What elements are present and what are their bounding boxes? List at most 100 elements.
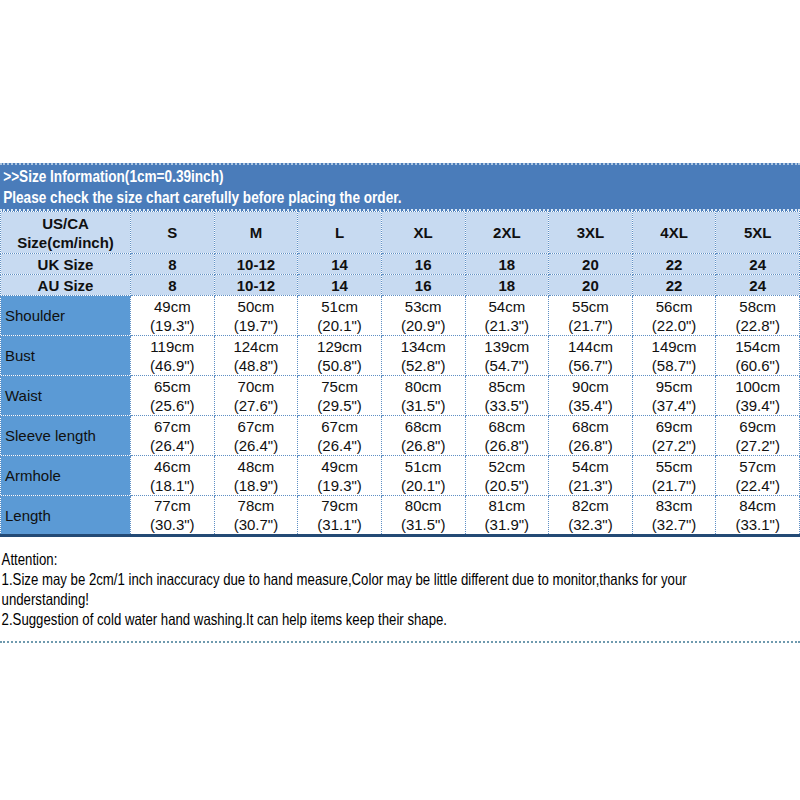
measurement-row: Shoulder49cm(19.3")50cm(19.7")51cm(20.1"… [1,296,800,336]
size-row-value: 20 [549,254,633,275]
value-cm: 67cm [215,417,298,436]
value-cm: 124cm [215,337,298,356]
value-cm: 154cm [716,337,799,356]
measurement-value-cell: 83cm(32.7") [632,496,716,536]
measurement-value-cell: 68cm(26.8") [549,416,633,456]
value-inch: (58.7") [633,356,716,375]
value-cm: 80cm [382,377,465,396]
size-row-value: 22 [632,275,716,296]
size-row-value: 14 [298,254,382,275]
value-cm: 50cm [215,297,298,316]
value-cm: 51cm [382,457,465,476]
measurement-value-cell: 65cm(25.6") [131,376,215,416]
measurement-value-cell: 119cm(46.9") [131,336,215,376]
size-row-label: UK Size [1,254,131,275]
attention-text: Attention: 1.Size may be 2cm/1 inch inac… [0,549,800,629]
measurement-value-cell: 69cm(27.2") [716,416,800,456]
measurement-value-cell: 67cm(26.4") [214,416,298,456]
value-inch: (20.9") [382,316,465,335]
value-cm: 68cm [382,417,465,436]
value-cm: 75cm [298,377,381,396]
size-row-value: 18 [465,254,549,275]
measurement-value-cell: 144cm(56.7") [549,336,633,376]
measurement-value-cell: 80cm(31.5") [381,376,465,416]
value-inch: (26.8") [466,436,549,455]
measurement-value-cell: 52cm(20.5") [465,456,549,496]
measurement-value-cell: 100cm(39.4") [716,376,800,416]
value-cm: 90cm [549,377,632,396]
measurement-row: Bust119cm(46.9")124cm(48.8")129cm(50.8")… [1,336,800,376]
size-column-header: S [131,212,215,254]
value-inch: (18.1") [131,476,214,495]
attention-note-1: 1.Size may be 2cm/1 inch inaccuracy due … [2,569,800,589]
measurement-value-cell: 67cm(26.4") [131,416,215,456]
measurement-row: Waist65cm(25.6")70cm(27.6")75cm(29.5")80… [1,376,800,416]
measurement-value-cell: 129cm(50.8") [298,336,382,376]
measurement-value-cell: 46cm(18.1") [131,456,215,496]
measurement-value-cell: 154cm(60.6") [716,336,800,376]
measurement-value-cell: 50cm(19.7") [214,296,298,336]
value-inch: (30.7") [215,515,298,534]
value-inch: (33.5") [466,396,549,415]
value-cm: 68cm [549,417,632,436]
value-cm: 82cm [549,496,632,515]
measurement-value-cell: 78cm(30.7") [214,496,298,536]
attention-title: Attention: [2,549,800,569]
value-cm: 58cm [716,297,799,316]
size-column-header: 2XL [465,212,549,254]
value-inch: (21.3") [549,476,632,495]
measurement-row: Armhole46cm(18.1")48cm(18.9")49cm(19.3")… [1,456,800,496]
measurement-value-cell: 58cm(22.8") [716,296,800,336]
value-cm: 52cm [466,457,549,476]
value-inch: (52.8") [382,356,465,375]
value-cm: 53cm [382,297,465,316]
corner-label-line2: Size(cm/inch) [1,233,130,252]
measurement-value-cell: 54cm(21.3") [465,296,549,336]
value-inch: (19.3") [131,316,214,335]
value-cm: 79cm [298,496,381,515]
size-row-value: 20 [549,275,633,296]
value-inch: (21.7") [633,476,716,495]
value-inch: (31.9") [466,515,549,534]
value-inch: (27.2") [633,436,716,455]
measurement-value-cell: 48cm(18.9") [214,456,298,496]
measurement-value-cell: 56cm(22.0") [632,296,716,336]
value-inch: (21.7") [549,316,632,335]
measurement-value-cell: 77cm(30.3") [131,496,215,536]
measurement-row-label: Armhole [1,456,131,496]
measurement-value-cell: 57cm(22.4") [716,456,800,496]
value-cm: 78cm [215,496,298,515]
value-cm: 55cm [549,297,632,316]
value-inch: (22.8") [716,316,799,335]
value-cm: 69cm [633,417,716,436]
size-row-value: 10-12 [214,254,298,275]
value-inch: (20.1") [298,316,381,335]
value-cm: 46cm [131,457,214,476]
value-cm: 119cm [131,337,214,356]
value-cm: 56cm [633,297,716,316]
measurement-value-cell: 75cm(29.5") [298,376,382,416]
value-cm: 69cm [716,417,799,436]
value-inch: (27.6") [215,396,298,415]
size-row-value: 8 [131,254,215,275]
size-row-value: 16 [381,254,465,275]
value-cm: 49cm [131,297,214,316]
value-inch: (20.1") [382,476,465,495]
value-inch: (20.5") [466,476,549,495]
size-row-value: 8 [131,275,215,296]
value-cm: 70cm [215,377,298,396]
banner-subtitle: Please check the size chart carefully be… [3,187,800,208]
measurement-value-cell: 79cm(31.1") [298,496,382,536]
value-inch: (21.3") [466,316,549,335]
dotted-separator-line [0,641,800,643]
value-inch: (37.4") [633,396,716,415]
value-cm: 67cm [298,417,381,436]
size-row-value: 24 [716,275,800,296]
value-inch: (22.0") [633,316,716,335]
measurement-value-cell: 51cm(20.1") [298,296,382,336]
banner-title: >>Size Information(1cm=0.39inch) [3,166,800,187]
attention-section: Attention: 1.Size may be 2cm/1 inch inac… [0,549,800,629]
value-cm: 100cm [716,377,799,396]
value-inch: (46.9") [131,356,214,375]
value-inch: (32.7") [633,515,716,534]
